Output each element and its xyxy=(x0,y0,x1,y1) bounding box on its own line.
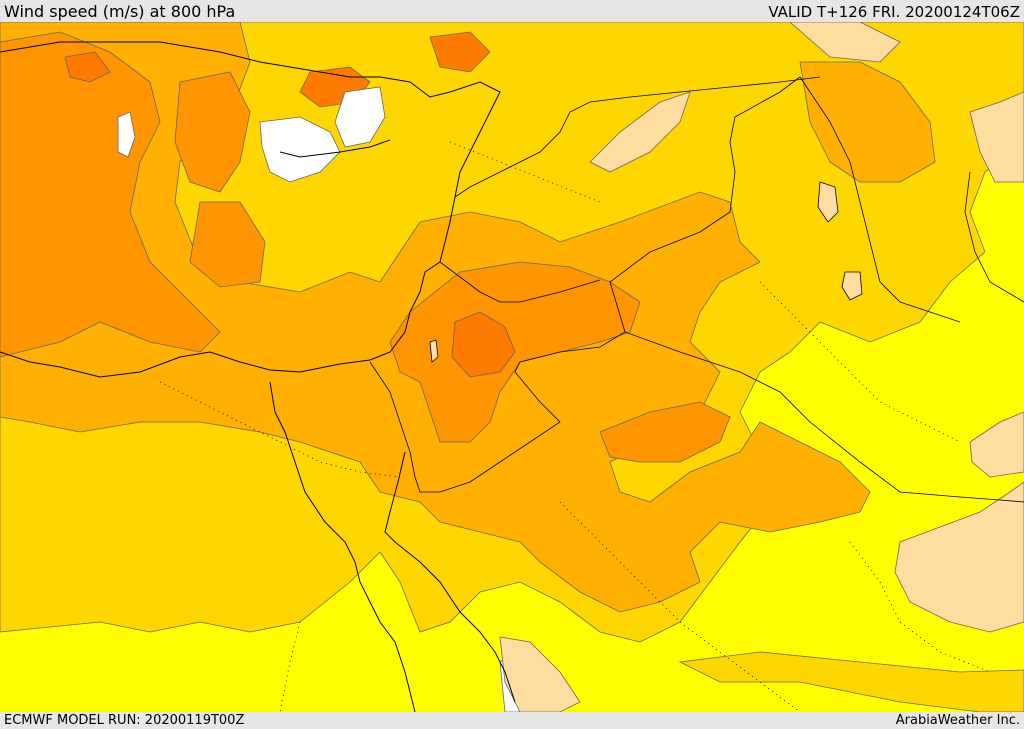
band-calm-turkey-b xyxy=(334,86,386,148)
band-very-strong-wind-d xyxy=(599,401,731,463)
pale-region-ne xyxy=(969,91,1024,183)
band-peak-wind-nw xyxy=(64,51,111,83)
band-calm-turkey xyxy=(259,116,341,183)
country-borders xyxy=(369,76,1024,503)
band-very-strong-wind xyxy=(0,31,221,358)
pale-region-top xyxy=(789,22,901,63)
map-title: Wind speed (m/s) at 800 hPa xyxy=(4,2,236,21)
pale-region-iraq xyxy=(589,91,691,173)
wind-speed-map xyxy=(0,22,1024,712)
coastlines xyxy=(0,41,516,712)
model-run: ECMWF MODEL RUN: 20200119T00Z xyxy=(4,713,245,728)
pale-region-east xyxy=(894,481,1024,633)
pale-region-redsea xyxy=(499,636,581,712)
band-very-strong-wind-c xyxy=(189,201,266,288)
dotted-boundaries xyxy=(159,141,991,712)
band-calm-west xyxy=(117,111,136,158)
band-very-strong-wind-b xyxy=(174,71,251,193)
band-strong-wind-ne xyxy=(799,61,936,183)
small-water-bodies xyxy=(429,181,863,363)
map-header: Wind speed (m/s) at 800 hPa VALID T+126 … xyxy=(0,0,1024,22)
map-footer: ECMWF MODEL RUN: 20200119T00Z ArabiaWeat… xyxy=(0,712,1024,729)
valid-time: VALID T+126 FRI. 20200124T06Z xyxy=(768,3,1020,21)
pale-region-sw xyxy=(969,411,1024,478)
band-peak-wind-levant xyxy=(451,311,516,378)
band-peak-wind-ne xyxy=(429,31,491,73)
brand-credit: ArabiaWeather Inc. xyxy=(895,713,1020,728)
band-moderate-wind-east xyxy=(678,651,1024,712)
wind-map-canvas xyxy=(0,22,1024,712)
